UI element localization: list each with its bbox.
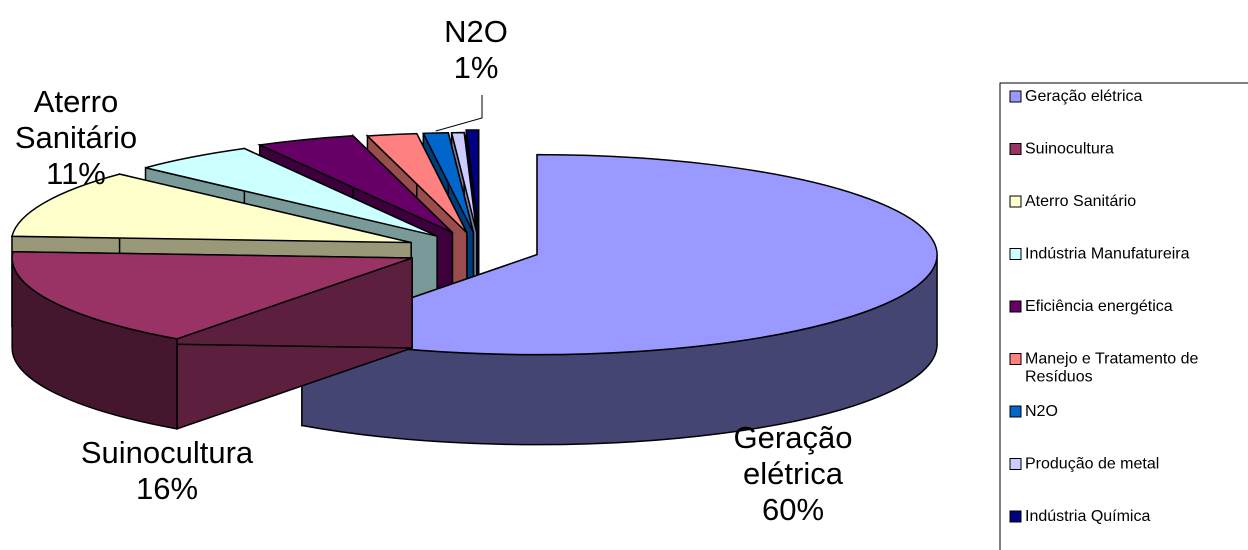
legend-item-aterro-sanitario: Aterro Sanitário bbox=[1009, 193, 1136, 210]
data-label-line: N2O bbox=[444, 14, 508, 49]
data-label-line: 60% bbox=[762, 492, 824, 527]
legend-label: N2O bbox=[1025, 403, 1058, 420]
legend-label: Produção de metal bbox=[1025, 456, 1159, 473]
data-label-line: 11% bbox=[46, 156, 106, 191]
data-label-line: elétrica bbox=[743, 456, 844, 491]
data-label-line: Suinocultura bbox=[81, 435, 254, 470]
pie-slice-suinocultura bbox=[11, 250, 413, 430]
pie-slice-top bbox=[422, 132, 475, 233]
pie-slices bbox=[10, 129, 938, 446]
legend-item-producao-de-metal: Produção de metal bbox=[1009, 456, 1159, 473]
legend-label: Geração elétrica bbox=[1025, 88, 1142, 105]
pie-slice-top bbox=[10, 173, 412, 244]
legend-item-industria-quimica: Indústria Química bbox=[1009, 508, 1150, 525]
legend-swatch bbox=[1009, 143, 1022, 155]
legend-swatch bbox=[1009, 353, 1022, 365]
pie-slice-top bbox=[465, 129, 480, 231]
legend-item-manejo-e-tratamento-de-residuos: Manejo e Tratamento de Resíduos bbox=[1009, 351, 1199, 386]
data-label-line: 16% bbox=[136, 471, 198, 506]
legend-swatch bbox=[1009, 195, 1022, 208]
legend-item-eficiencia-energetica: Eficiência energética bbox=[1009, 298, 1173, 315]
legend-swatch bbox=[1009, 300, 1022, 313]
data-label-line: 1% bbox=[454, 50, 499, 85]
legend-box bbox=[999, 82, 1248, 550]
legend-swatch bbox=[1009, 458, 1022, 470]
legend-item-geracao-eletrica: Geração elétrica bbox=[1009, 88, 1142, 105]
data-label-suinocultura: Suinocultura 16% bbox=[81, 435, 254, 506]
legend-item-n2o: N2O bbox=[1009, 403, 1058, 420]
legend-label: Manejo e Tratamento de Resíduos bbox=[1025, 351, 1199, 386]
leader-line-n2o bbox=[435, 95, 483, 132]
data-label-geracao-eletrica: Geração elétrica 60% bbox=[734, 420, 853, 527]
legend: Geração elétrica Suinocultura Aterro Sanit… bbox=[999, 82, 1248, 550]
data-labels: Geração elétrica 60%Suinocultura 16%Aterro S… bbox=[15, 14, 853, 527]
legend-swatch bbox=[1009, 510, 1022, 523]
pie-slice-top bbox=[450, 131, 478, 233]
data-label-line: Sanitário bbox=[15, 120, 137, 155]
pie-slice-top bbox=[11, 250, 413, 340]
legend-label: Indústria Química bbox=[1025, 508, 1150, 525]
pie-slice-top bbox=[298, 153, 938, 356]
legend-label: Eficiência energética bbox=[1025, 298, 1173, 315]
pie-slice-top bbox=[257, 134, 453, 234]
legend-swatch bbox=[1009, 248, 1022, 260]
legend-item-industria-manufatureira: Indústria Manufatureira bbox=[1009, 246, 1190, 263]
legend-swatch bbox=[1009, 90, 1022, 103]
legend-label: Aterro Sanitário bbox=[1025, 193, 1136, 210]
legend-swatch bbox=[1009, 405, 1022, 418]
data-label-aterro-sanitario: Aterro Sanitário 11% bbox=[15, 84, 137, 191]
data-label-n2o: N2O 1% bbox=[444, 14, 508, 85]
legend-label: Indústria Manufatureira bbox=[1025, 246, 1190, 263]
legend-item-suinocultura: Suinocultura bbox=[1009, 141, 1114, 158]
legend-label: Suinocultura bbox=[1025, 141, 1114, 158]
pie-slice-top bbox=[365, 132, 468, 234]
data-label-line: Aterro bbox=[34, 84, 118, 119]
pie-slice-top bbox=[145, 147, 438, 237]
data-label-line: Geração bbox=[734, 420, 853, 455]
pie-slice-geracao-eletrica bbox=[298, 153, 938, 446]
